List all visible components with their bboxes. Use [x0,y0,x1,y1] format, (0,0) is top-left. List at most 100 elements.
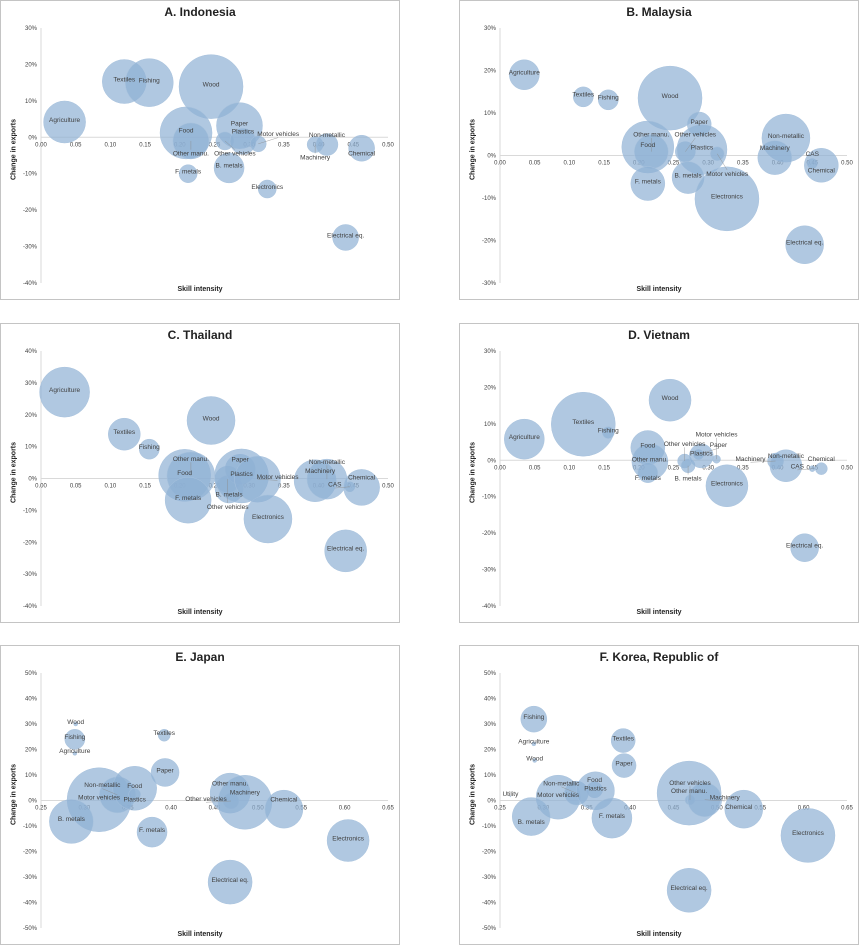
x-tick-label: 0.35 [278,484,290,490]
chart-panel: 30% 20% 10% 0% -10% -20% -30% -40% 0.00 0.05 0.10 0… [0,0,400,300]
y-tick-label: -20% [482,239,497,245]
bubble-plastics [128,788,141,801]
y-tick-label: -30% [23,875,38,881]
bubble-wood [186,396,236,445]
data-label: Wood [662,93,679,100]
data-label: Agriculture [49,117,80,124]
data-label: Plastics [690,451,713,458]
y-tick-label: -40% [23,281,38,287]
x-axis-title: Skill intensity [636,609,682,616]
y-axis-title: Change in exports [10,763,18,826]
x-tick-label: 0.50 [382,484,394,490]
data-label: F. metals [599,813,626,820]
data-label: Electronics [332,835,365,842]
bubble-agriculture [72,751,78,756]
bubble-non-metallic [769,449,803,482]
bubble-textiles [157,728,171,742]
bubble-chemical [804,148,839,183]
y-axis-title: Change in exports [10,118,18,181]
leader-line [750,460,776,463]
x-tick-label: 0.10 [564,465,576,471]
data-label: Fishing [598,427,619,434]
y-axis-title: Change in exports [469,763,477,826]
bubble-chart: 40% 30% 20% 10% 0% -10% -20% -30% -40% 0.00 0.05 0.… [23,349,395,610]
x-tick-label: 0.50 [382,142,394,148]
data-label: Textiles [153,730,175,737]
data-label: Electrical eq. [212,877,249,884]
data-label: Chemical [808,456,836,463]
data-label: Other manu. [173,456,209,463]
x-axis-title: Skill intensity [636,931,682,938]
y-tick-label: 10% [484,111,497,117]
y-tick-label: 10% [25,99,38,105]
data-label: Electrical eq. [327,546,364,553]
y-tick-label: -30% [23,245,38,251]
data-label: Other vehicles [214,151,256,158]
bubble-chart: 30% 20% 10% 0% -10% -20% -30% 0.00 0.05 0.10 0.15 0… [482,26,854,287]
y-tick-label: 0% [28,799,37,805]
x-tick-label: 0.10 [105,142,117,148]
data-label: CAS [806,151,820,158]
leader-lines [102,788,231,803]
y-tick-label: -30% [482,875,497,881]
data-label: Other vehicles [664,441,706,448]
data-label: Other manu. [212,780,248,787]
data-label: Motor vehicles [257,474,300,481]
bubble-wood [178,54,244,119]
data-label: B. metals [518,819,546,826]
data-label: Agriculture [59,748,90,755]
x-tick-label: 0.00 [35,142,47,148]
bubble-f-metals [630,166,666,201]
data-label: Non-metallic [309,459,346,466]
data-label: Paper [231,457,249,464]
data-label: Agriculture [518,739,549,746]
data-label: Motor vehicles [706,171,749,178]
data-label: F. metals [635,475,662,482]
x-tick-label: 0.60 [339,806,351,812]
bubble-non-metallic [315,133,339,156]
x-tick-label: 0.50 [841,161,853,167]
chart-panel: 30% 20% 10% 0% -10% -20% -30% 0.00 0.05 0.10 0.15 0… [459,0,859,300]
bubble-textiles [551,391,616,457]
x-tick-label: 0.25 [209,142,221,148]
bubble-chart: 30% 20% 10% 0% -10% -20% -30% -40% 0.00 0.05 0.10 0… [23,26,395,287]
data-label: Other manu. [633,131,669,138]
data-label: Electrical eq. [786,543,823,550]
data-label: Motor vehicles [257,131,300,138]
y-tick-label: 30% [484,349,497,355]
data-label: Agriculture [509,70,540,77]
data-label: Other manu. [173,151,209,158]
data-label: Agriculture [49,387,80,394]
x-axis-title: Skill intensity [177,609,223,616]
x-tick-label: 0.25 [35,806,47,812]
x-tick-label: 0.45 [209,806,221,812]
data-label: Chemical [725,804,753,811]
leader-lines [684,437,813,475]
x-tick-label: 0.00 [35,484,47,490]
data-label: Textiles [572,419,594,426]
x-tick-label: 0.35 [278,142,290,148]
y-tick-label: -10% [482,495,497,501]
bubble-f-metals [178,164,198,183]
data-label: B. metals [58,816,86,823]
y-tick-label: 0% [28,477,37,483]
leader-lines [651,137,728,171]
data-label: Other vehicles [185,796,227,803]
y-axis-title: Change in exports [469,441,477,504]
leader-line [797,468,813,471]
bubble-chart: 50% 40% 30% 20% 10% 0% -10% -20% -30% -40% -50% 0.2… [23,671,395,932]
y-tick-label: -20% [482,850,497,856]
bubble-textiles [610,728,636,753]
leader-line [224,140,236,150]
data-label: Motor vehicles [696,431,739,438]
x-tick-label: 0.25 [668,161,680,167]
bubble-electronics [257,179,277,199]
x-tick-label: 0.35 [737,161,749,167]
leader-lines [561,786,725,802]
leader-line [717,153,728,171]
data-label: Textiles [572,92,594,99]
chart-title: F. Korea, Republic of [599,650,719,664]
data-label: Electrical eq. [671,885,708,892]
x-tick-label: 0.65 [841,806,853,812]
bubble-wood [648,378,692,422]
